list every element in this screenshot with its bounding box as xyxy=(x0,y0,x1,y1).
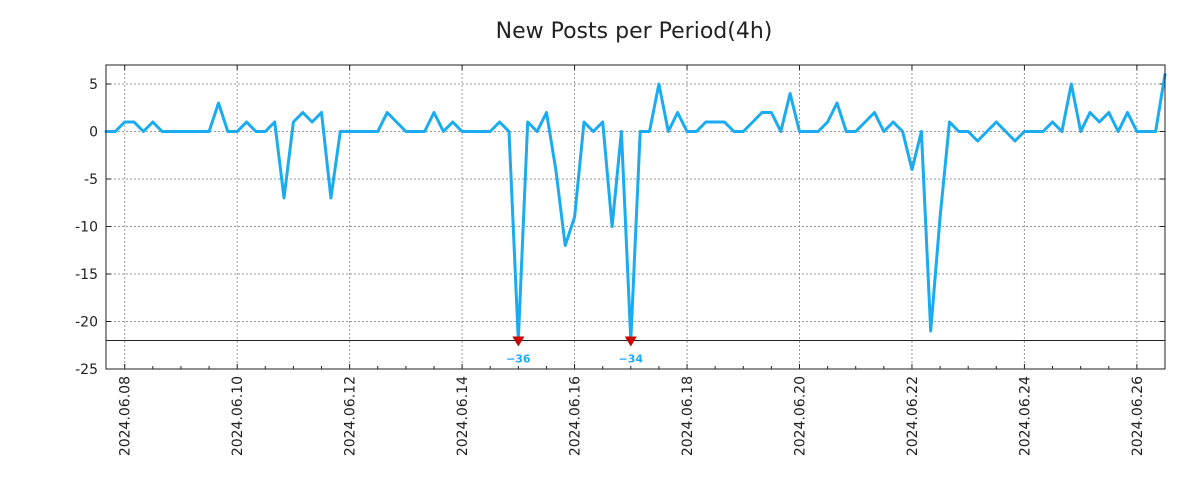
x-tick-label: 2024.06.24 xyxy=(1017,376,1033,456)
x-tick-label: 2024.06.26 xyxy=(1130,376,1146,456)
series-line xyxy=(104,73,1167,342)
x-tick-label: 2024.06.12 xyxy=(343,376,359,456)
y-tick-label: -10 xyxy=(75,220,98,236)
x-tick-label: 2024.06.08 xyxy=(118,376,134,456)
annotations: −36 −34 xyxy=(506,336,644,366)
x-tick-label: 2024.06.22 xyxy=(905,376,921,456)
series-layer xyxy=(104,73,1167,342)
y-axis: 5 0 -5 -10 -15 -20 -25 xyxy=(75,77,1165,378)
y-tick-label: 0 xyxy=(89,125,98,141)
clip-marker-icon xyxy=(512,336,525,347)
plot-frame xyxy=(105,64,1166,370)
y-tick-label: 5 xyxy=(89,77,98,93)
x-tick-label: 2024.06.10 xyxy=(230,376,246,456)
clip-value-label: −36 xyxy=(506,353,531,366)
x-tick-label: 2024.06.14 xyxy=(455,376,471,456)
y-tick-label: -20 xyxy=(75,315,98,331)
y-tick-label: -15 xyxy=(75,267,98,283)
x-tick-label: 2024.06.20 xyxy=(792,376,808,456)
y-tick-label: -25 xyxy=(75,362,98,378)
x-axis: 2024.06.08 2024.06.10 2024.06.12 2024.06.14… xyxy=(118,65,1166,456)
clip-marker-icon xyxy=(624,336,637,347)
y-tick-label: -5 xyxy=(84,172,98,188)
x-tick-label: 2024.06.16 xyxy=(568,376,584,456)
clip-value-label: −34 xyxy=(619,353,644,366)
chart-title: New Posts per Period(4h) xyxy=(496,19,773,44)
x-tick-label: 2024.06.18 xyxy=(680,376,696,456)
